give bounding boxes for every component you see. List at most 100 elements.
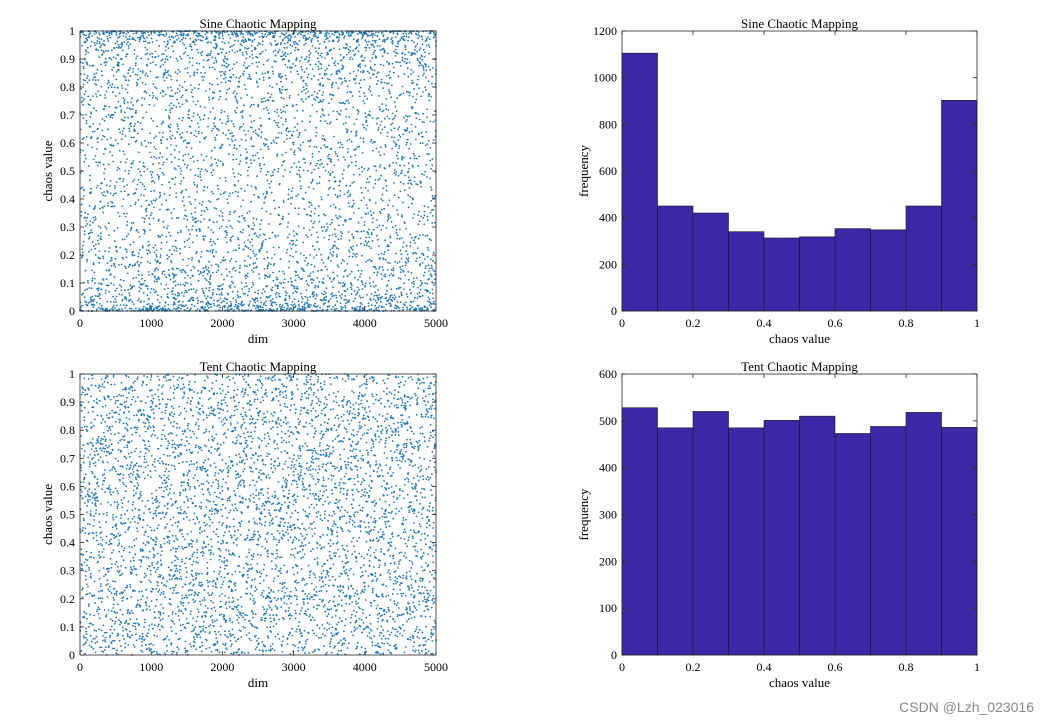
scatter-point — [309, 272, 312, 275]
scatter-point — [410, 52, 413, 55]
scatter-point — [425, 265, 427, 267]
scatter-point — [238, 80, 241, 83]
scatter-point — [119, 35, 121, 38]
scatter-point — [426, 300, 429, 303]
scatter-point — [269, 42, 272, 45]
scatter-point — [213, 62, 216, 64]
scatter-point — [354, 254, 356, 256]
scatter-point — [155, 307, 158, 310]
scatter-point — [162, 220, 165, 223]
scatter-point — [360, 242, 362, 245]
scatter-point — [81, 138, 84, 141]
scatter-point — [268, 85, 271, 87]
scatter-point — [410, 292, 412, 294]
scatter-point — [286, 104, 288, 107]
scatter-point — [155, 255, 158, 258]
scatter-point — [154, 148, 157, 150]
scatter-point — [353, 123, 356, 125]
scatter-point — [89, 296, 92, 299]
scatter-point — [112, 194, 115, 197]
scatter-point — [84, 211, 86, 214]
scatter-point — [357, 69, 360, 72]
scatter-point — [279, 296, 281, 298]
scatter-point — [223, 306, 226, 309]
scatter-point — [134, 130, 137, 132]
scatter-point — [178, 300, 181, 303]
scatter-point — [189, 309, 192, 311]
scatter-point — [396, 33, 399, 36]
scatter-point — [367, 212, 370, 215]
scatter-point — [179, 173, 182, 175]
scatter-point — [276, 83, 278, 86]
scatter-point — [231, 168, 234, 171]
scatter-point — [380, 273, 383, 275]
scatter-point — [112, 301, 115, 303]
scatter-point — [287, 221, 290, 224]
scatter-point — [181, 189, 184, 192]
scatter-point — [296, 233, 299, 236]
scatter-point — [119, 284, 121, 287]
scatter-point — [196, 308, 199, 310]
scatter-point — [161, 89, 164, 92]
scatter-point — [312, 226, 314, 229]
scatter-point — [91, 130, 94, 133]
scatter-point — [183, 43, 186, 46]
scatter-point — [229, 225, 232, 228]
scatter-point — [133, 125, 136, 128]
scatter-point — [241, 115, 244, 117]
scatter-point — [280, 92, 283, 94]
scatter-point — [155, 278, 158, 281]
scatter-point — [379, 257, 381, 259]
scatter-point — [388, 274, 391, 277]
scatter-point — [164, 69, 167, 71]
scatter-point — [400, 253, 403, 256]
scatter-point — [203, 185, 206, 188]
scatter-point — [404, 189, 406, 192]
scatter-point — [187, 274, 189, 277]
scatter-point — [146, 252, 149, 255]
scatter-point — [330, 98, 333, 101]
scatter-point — [265, 106, 268, 109]
scatter-point — [412, 252, 415, 254]
scatter-point — [404, 174, 406, 177]
scatter-point — [258, 36, 261, 38]
scatter-point — [189, 37, 192, 40]
scatter-point — [240, 125, 243, 128]
scatter-point — [391, 300, 394, 302]
scatter-point — [204, 306, 207, 309]
scatter-point — [264, 238, 267, 241]
scatter-point — [281, 51, 284, 53]
scatter-point — [269, 186, 271, 189]
scatter-point — [347, 300, 350, 303]
scatter-point — [230, 257, 233, 260]
scatter-point — [431, 292, 434, 295]
scatter-point — [372, 44, 375, 46]
scatter-point — [418, 210, 420, 213]
scatter-point — [86, 216, 89, 219]
scatter-point — [271, 231, 274, 234]
scatter-point — [203, 308, 205, 310]
scatter-point — [308, 229, 311, 231]
scatter-point — [127, 41, 129, 44]
scatter-point — [252, 131, 255, 133]
scatter-point — [354, 154, 357, 157]
scatter-point — [394, 145, 397, 148]
scatter-point — [118, 215, 121, 218]
scatter-point — [232, 154, 235, 156]
scatter-point — [80, 101, 83, 103]
scatter-point — [416, 84, 419, 86]
scatter-point — [166, 293, 169, 296]
scatter-point — [313, 168, 316, 171]
scatter-point — [284, 51, 287, 54]
scatter-point — [407, 39, 409, 42]
scatter-point — [87, 51, 90, 54]
scatter-point — [207, 226, 210, 229]
scatter-point — [207, 58, 210, 61]
scatter-point — [246, 157, 249, 160]
scatter-point — [337, 112, 340, 115]
scatter-point — [174, 156, 176, 159]
scatter-point — [403, 35, 406, 38]
scatter-point — [91, 277, 94, 280]
scatter-point — [149, 132, 152, 135]
scatter-point — [336, 31, 339, 33]
